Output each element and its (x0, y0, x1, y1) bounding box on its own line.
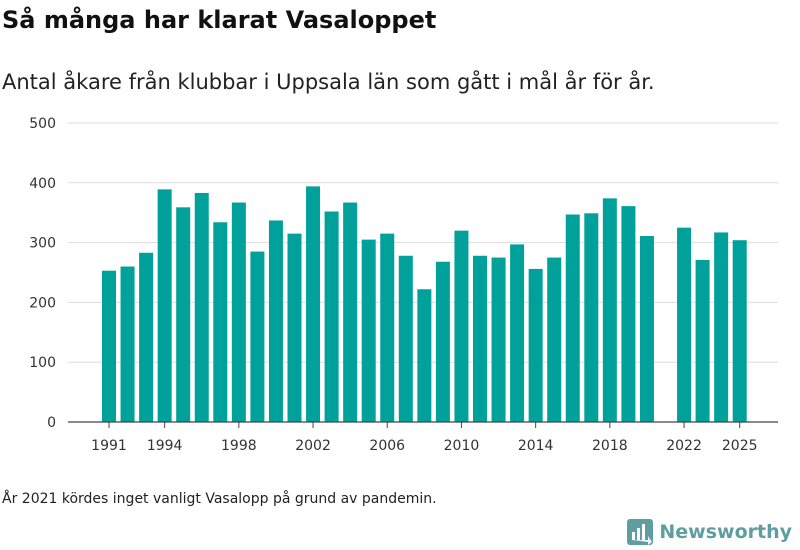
bar-1997 (213, 222, 228, 422)
bar-2005 (361, 239, 376, 422)
bar-1996 (194, 192, 209, 422)
bar-2013 (510, 244, 525, 422)
bar-1993 (139, 252, 154, 422)
bar-2022 (677, 227, 692, 422)
bar-2018 (602, 198, 617, 422)
x-tick-label: 2006 (369, 438, 405, 454)
x-tick-label: 2002 (295, 438, 331, 454)
bar-2012 (491, 257, 506, 422)
bar-2001 (287, 233, 302, 422)
bar-2000 (268, 220, 283, 422)
x-tick-label: 2010 (444, 438, 480, 454)
x-tick-label: 2014 (518, 438, 554, 454)
bar-1998 (231, 202, 246, 422)
bar-1992 (120, 266, 135, 422)
x-tick-label: 1998 (221, 438, 257, 454)
y-tick-label: 400 (29, 176, 56, 192)
bar-2010 (454, 230, 469, 422)
chart-title: Så många har klarat Vasaloppet (2, 6, 437, 34)
bar-2017 (584, 213, 599, 422)
bar-2006 (380, 233, 395, 422)
bar-2008 (417, 289, 432, 422)
bar-1995 (176, 207, 191, 422)
brand[interactable]: Newsworthy (627, 519, 792, 545)
bar-2016 (565, 214, 580, 422)
x-tick-label: 2018 (592, 438, 628, 454)
chart-subtitle: Antal åkare från klubbar i Uppsala län s… (2, 70, 655, 94)
footnote: År 2021 kördes inget vanligt Vasalopp på… (2, 491, 437, 507)
bar-chart: 0 100 200 300 400 500 1991 1994 1998 2002 2006 2010… (29, 116, 778, 454)
newsworthy-logo-icon (627, 519, 654, 545)
y-tick-label: 300 (29, 236, 56, 252)
y-tick-label: 200 (29, 295, 56, 311)
bar-2004 (343, 202, 358, 422)
bar-1991 (102, 270, 116, 422)
bar-2019 (621, 206, 636, 422)
bar-2023 (695, 259, 710, 422)
bar-2025 (732, 240, 747, 422)
bar-2011 (473, 255, 487, 422)
bar-2009 (435, 261, 450, 422)
x-tick-label: 2022 (666, 438, 702, 454)
y-tick-label: 100 (29, 355, 56, 371)
x-tick-label: 1991 (91, 438, 127, 454)
bar-2014 (528, 268, 543, 422)
x-tick-label: 2025 (722, 438, 758, 454)
bar-1994 (157, 189, 172, 422)
bar-2003 (324, 211, 339, 422)
bar-2020 (639, 236, 654, 422)
brand-name: Newsworthy (659, 521, 792, 543)
x-tick-label: 1994 (147, 438, 183, 454)
bar-1999 (250, 251, 265, 422)
bar-2015 (547, 257, 562, 422)
y-tick-label: 500 (29, 116, 56, 132)
bar-2007 (398, 255, 413, 422)
bar-2002 (306, 186, 321, 422)
bar-2024 (714, 232, 729, 422)
y-tick-label: 0 (47, 415, 56, 431)
